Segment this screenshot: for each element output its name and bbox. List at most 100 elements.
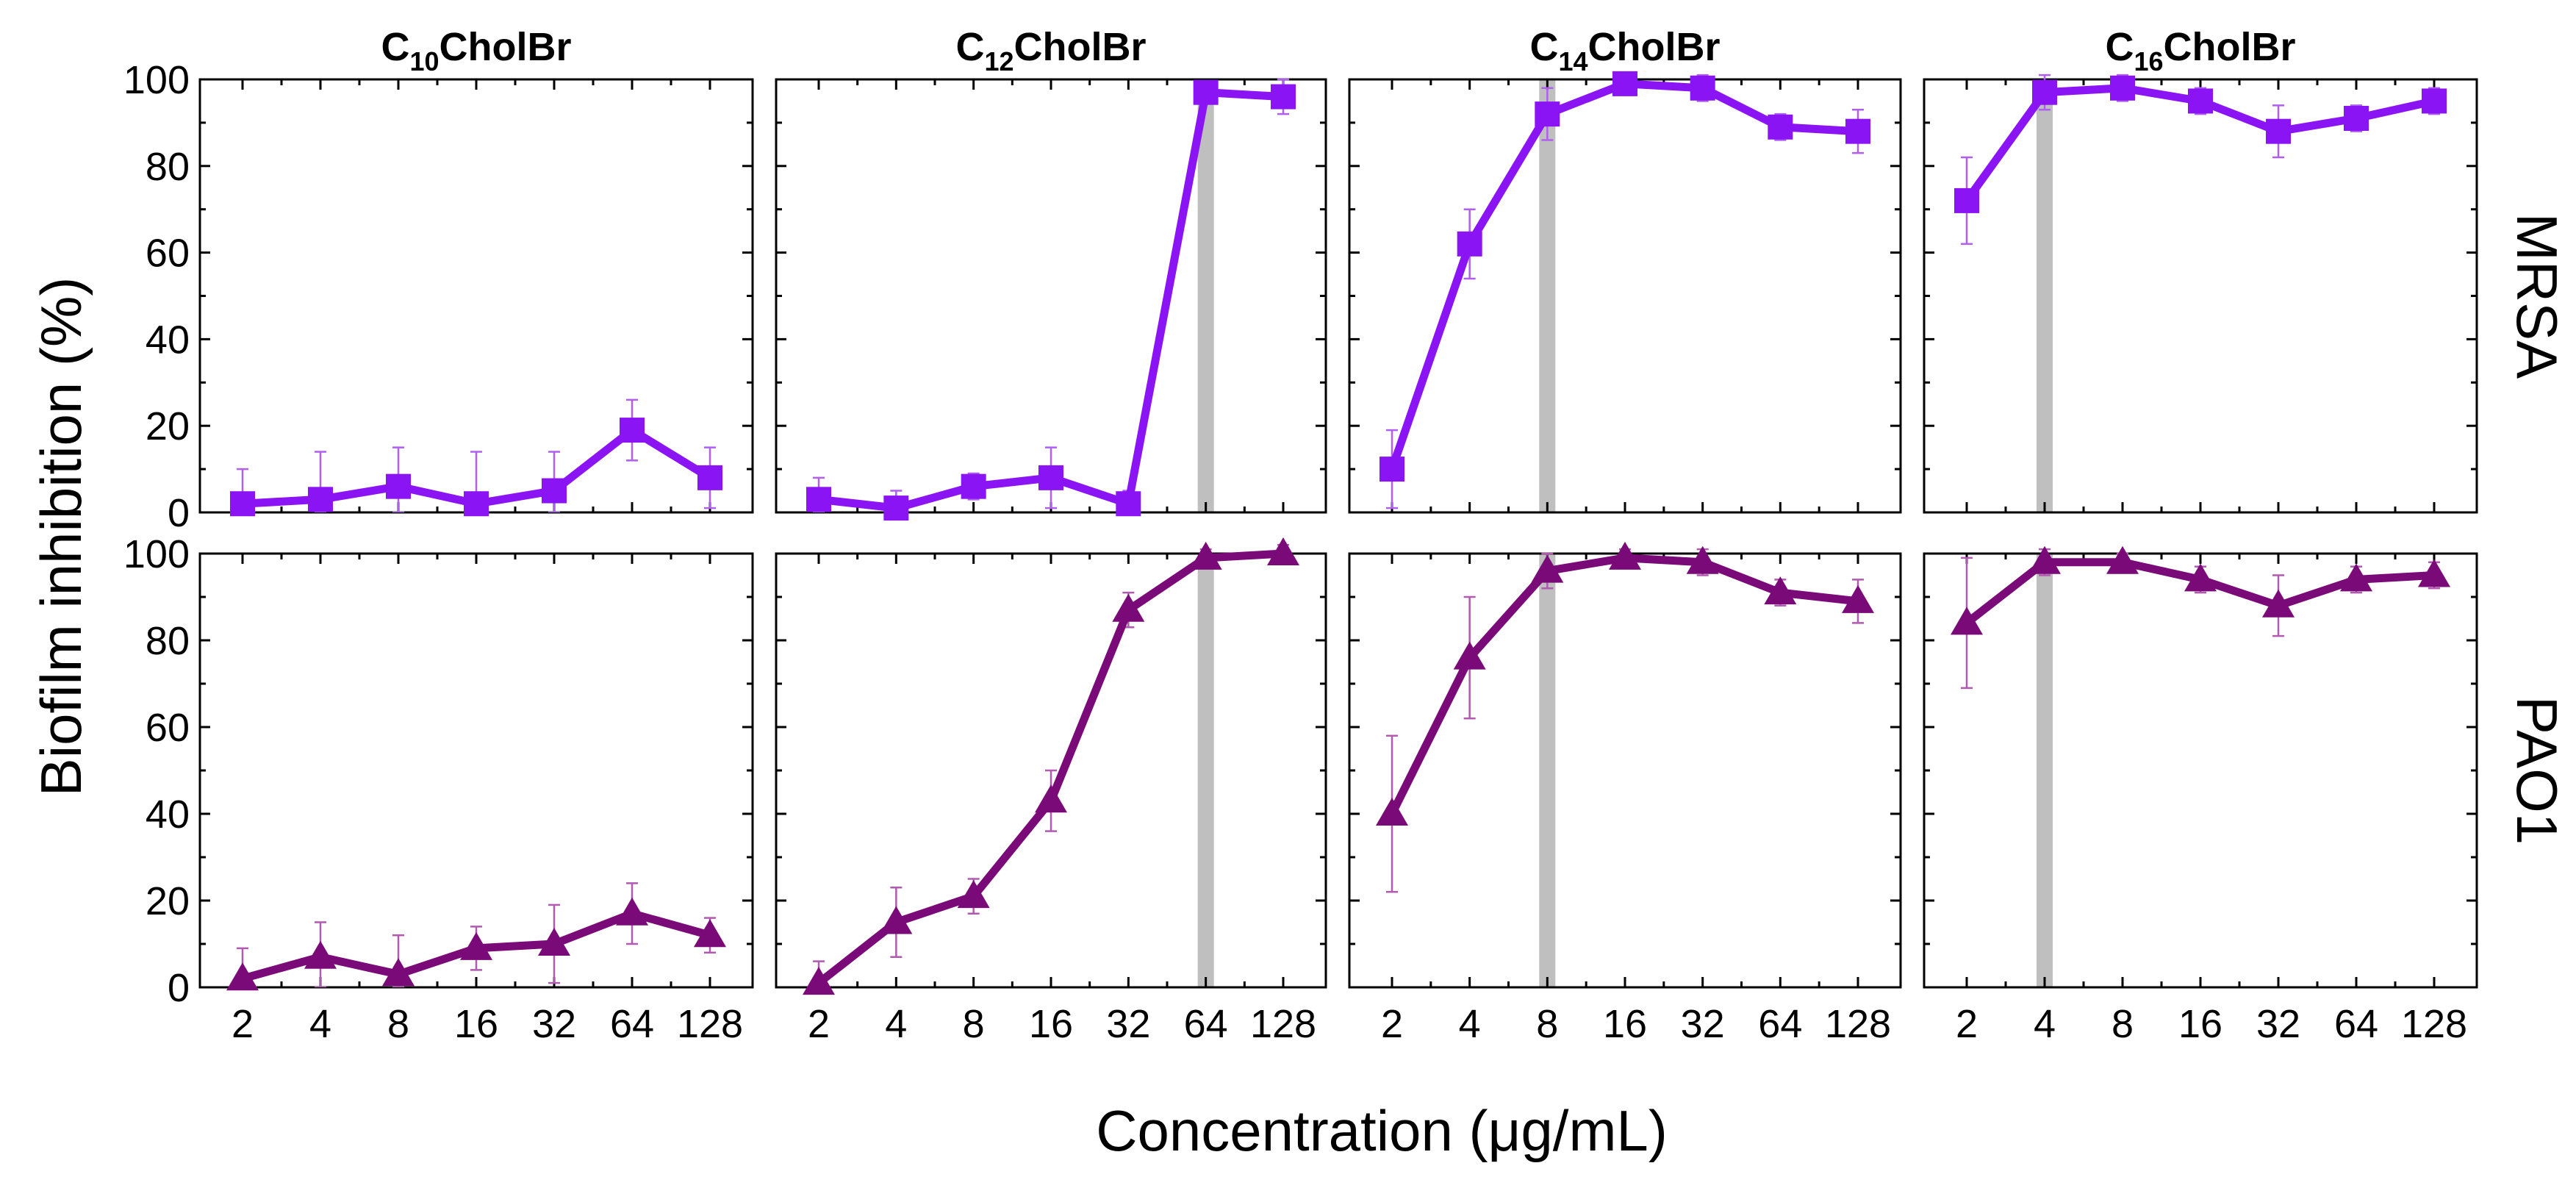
data-point-square bbox=[1457, 231, 1482, 257]
mic-reference-band bbox=[1539, 79, 1556, 512]
x-tick-label: 4 bbox=[2034, 1002, 2056, 1046]
panel-frame bbox=[1348, 78, 1902, 514]
x-tick-label: 32 bbox=[1106, 1002, 1150, 1046]
y-tick-label: 20 bbox=[146, 879, 190, 923]
x-tick-label: 2 bbox=[808, 1002, 830, 1046]
title-subscript: 14 bbox=[1558, 46, 1587, 76]
data-point-square bbox=[2188, 88, 2213, 114]
x-tick-label: 2 bbox=[1956, 1002, 1978, 1046]
x-tick-label: 32 bbox=[1681, 1002, 1725, 1046]
title-prefix: C bbox=[2105, 25, 2134, 69]
y-tick-label: 40 bbox=[146, 792, 190, 837]
x-tick-label: 8 bbox=[1536, 1002, 1558, 1046]
data-point-triangle bbox=[957, 880, 990, 909]
data-point-square bbox=[386, 473, 411, 499]
data-point-square bbox=[464, 491, 489, 517]
panel-frame bbox=[1923, 552, 2478, 989]
x-tick-label: 2 bbox=[232, 1002, 254, 1046]
x-tick-label: 4 bbox=[1459, 1002, 1481, 1046]
title-suffix: CholBr bbox=[1588, 25, 1721, 69]
panel-frame bbox=[198, 78, 754, 514]
column-title-2: C14CholBr bbox=[1529, 25, 1720, 76]
x-tick-label: 4 bbox=[309, 1002, 331, 1046]
panel-r0-c1 bbox=[775, 78, 1327, 521]
x-tick-label: 128 bbox=[1825, 1002, 1891, 1046]
title-prefix: C bbox=[381, 25, 409, 69]
x-tick-label: 128 bbox=[2401, 1002, 2467, 1046]
row-label-pao1: PAO1 bbox=[2505, 696, 2569, 845]
data-point-triangle bbox=[2262, 589, 2295, 618]
panel-r1-c0: 0 20 40 60 80 100 2 4 8 16 32 64 128 bbox=[123, 532, 754, 1046]
x-tick-label: 32 bbox=[2256, 1002, 2300, 1046]
mic-reference-band bbox=[1197, 554, 1214, 987]
data-point-square bbox=[230, 491, 255, 517]
y-tick-label: 100 bbox=[123, 58, 190, 102]
data-point-square bbox=[2422, 88, 2447, 114]
mic-reference-band bbox=[1197, 79, 1214, 512]
panel-r0-c0: 0 20 40 60 80 100 bbox=[123, 58, 754, 535]
y-tick-label: 20 bbox=[146, 404, 190, 448]
y-tick-label: 80 bbox=[146, 145, 190, 189]
mic-reference-band bbox=[2037, 554, 2053, 987]
data-point-square bbox=[1380, 457, 1404, 482]
data-point-square bbox=[1612, 71, 1637, 96]
data-point-square bbox=[697, 465, 722, 490]
data-point-triangle bbox=[1842, 584, 1874, 613]
data-point-triangle bbox=[880, 906, 913, 934]
data-point-square bbox=[2344, 106, 2369, 132]
data-point-square bbox=[1535, 101, 1560, 127]
data-point-square bbox=[883, 495, 909, 521]
title-suffix: CholBr bbox=[1014, 25, 1147, 69]
data-point-triangle bbox=[1453, 641, 1486, 670]
data-point-triangle bbox=[382, 958, 415, 987]
data-point-square bbox=[1116, 491, 1141, 517]
data-point-triangle bbox=[694, 919, 726, 948]
title-subscript: 12 bbox=[984, 46, 1013, 76]
data-point-triangle bbox=[1035, 784, 1067, 813]
error-bars bbox=[1386, 74, 1864, 509]
data-point-triangle bbox=[538, 928, 570, 956]
data-point-triangle bbox=[1189, 541, 1222, 570]
y-tick-label: 100 bbox=[123, 532, 190, 576]
data-point-triangle bbox=[2106, 545, 2139, 574]
data-point-triangle bbox=[1764, 576, 1797, 605]
error-bars bbox=[813, 78, 1289, 512]
x-tick-label: 64 bbox=[2334, 1002, 2378, 1046]
panel-r1-c1: 2 4 8 16 32 64 128 bbox=[775, 537, 1327, 1046]
y-tick-label: 80 bbox=[146, 619, 190, 663]
x-tick-label: 8 bbox=[387, 1002, 409, 1046]
data-point-triangle bbox=[1267, 537, 1299, 565]
x-tick-label: 8 bbox=[963, 1002, 985, 1046]
y-tick-label: 60 bbox=[146, 706, 190, 750]
panel-r1-c3: 2 4 8 16 32 64 128 bbox=[1923, 545, 2478, 1046]
data-point-square bbox=[1038, 465, 1063, 490]
panel-frame bbox=[1348, 552, 1902, 989]
y-tick-label: 0 bbox=[168, 966, 190, 1010]
title-prefix: C bbox=[1529, 25, 1558, 69]
data-point-triangle bbox=[1376, 798, 1408, 826]
data-point-triangle bbox=[803, 967, 835, 995]
data-point-square bbox=[308, 487, 333, 512]
panel-r0-c2 bbox=[1348, 71, 1902, 514]
x-tick-label: 16 bbox=[454, 1002, 498, 1046]
data-point-square bbox=[542, 478, 567, 504]
title-prefix: C bbox=[955, 25, 984, 69]
title-subscript: 10 bbox=[409, 46, 439, 76]
title-suffix: CholBr bbox=[440, 25, 572, 69]
error-bars bbox=[813, 543, 1289, 987]
x-tick-label: 16 bbox=[1029, 1002, 1073, 1046]
data-point-square bbox=[2110, 75, 2135, 101]
panel-r0-c3 bbox=[1923, 74, 2478, 514]
data-point-square bbox=[1690, 75, 1715, 101]
y-tick-label: 0 bbox=[168, 491, 190, 535]
data-point-square bbox=[1193, 79, 1219, 105]
x-tick-label: 4 bbox=[885, 1002, 907, 1046]
data-point-triangle bbox=[2340, 563, 2372, 592]
y-axis-title: Biofilm inhibition (%) bbox=[29, 277, 93, 797]
series-line bbox=[1388, 79, 1859, 470]
data-point-square bbox=[806, 487, 831, 512]
data-point-triangle bbox=[2184, 563, 2217, 592]
x-tick-label: 64 bbox=[610, 1002, 654, 1046]
data-point-square bbox=[1271, 84, 1296, 110]
